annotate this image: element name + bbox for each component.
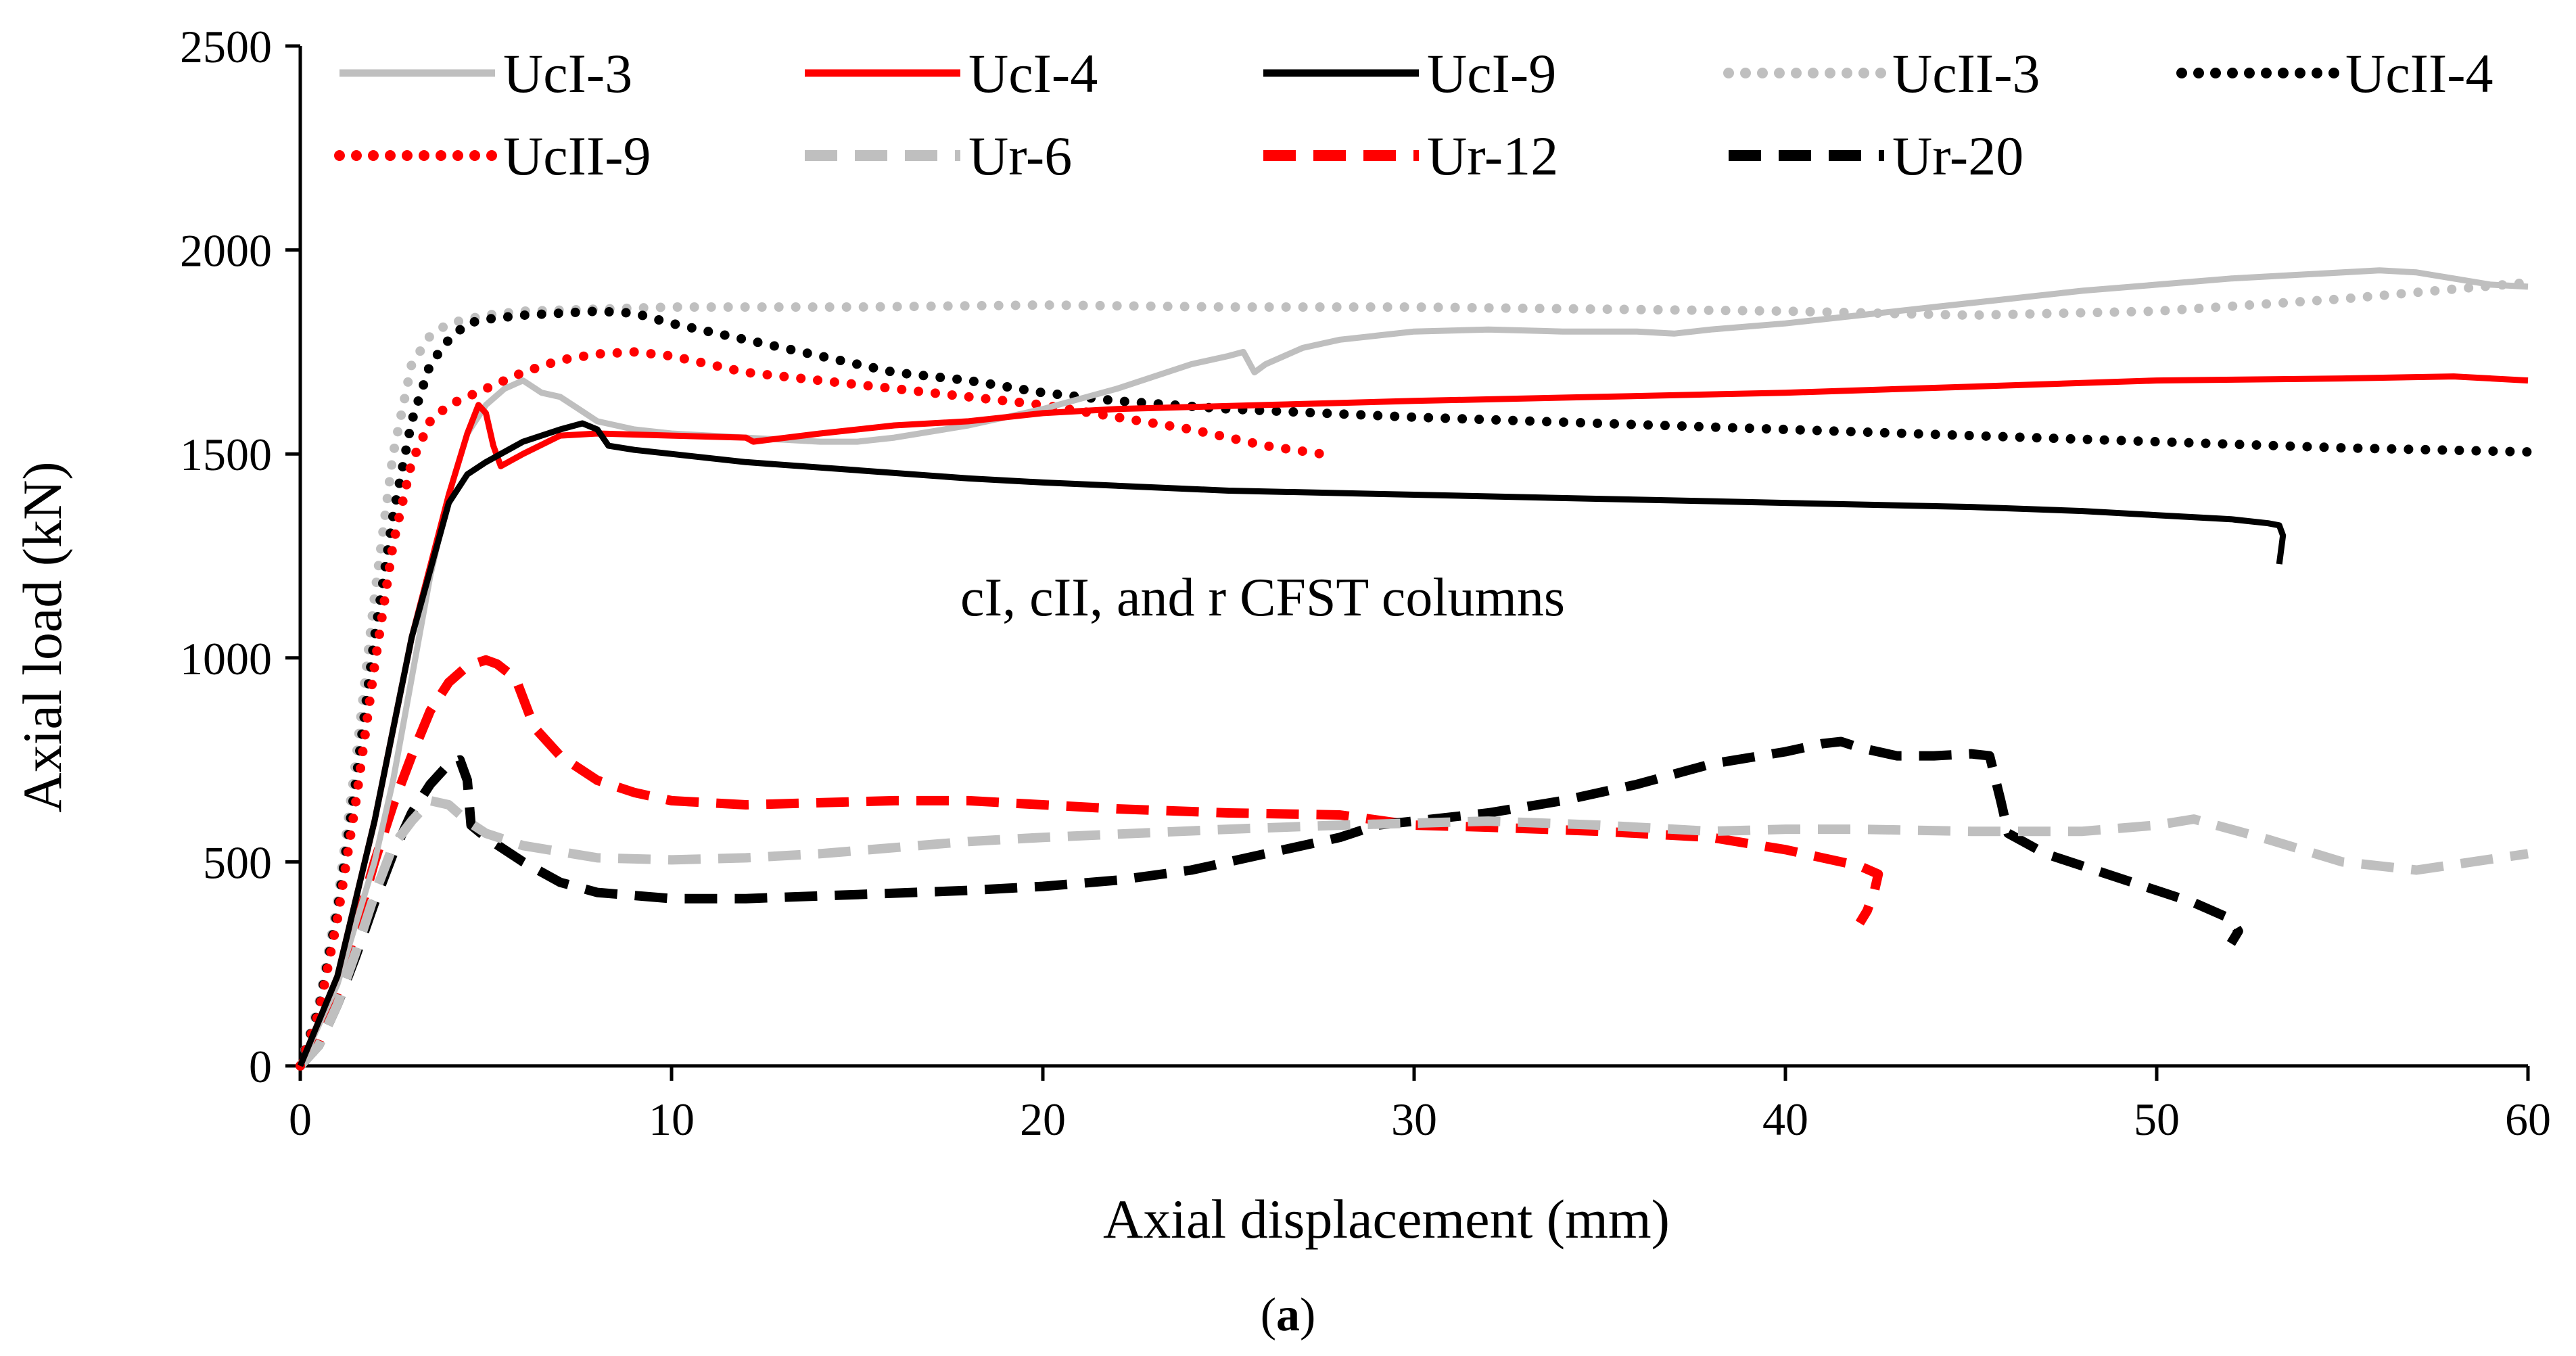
legend-label-ucii-4: UcII-4 bbox=[2345, 43, 2493, 104]
x-tick-label: 50 bbox=[2134, 1094, 2180, 1145]
legend-label-ur-12: Ur-12 bbox=[1427, 125, 1558, 187]
series-layer bbox=[296, 267, 2533, 1071]
chart-annotation: cI, cII, and r CFST columns bbox=[960, 568, 1565, 628]
x-tick-label: 60 bbox=[2505, 1094, 2551, 1145]
legend-label-ur-20: Ur-20 bbox=[1892, 125, 2023, 187]
panel-label-open: ( bbox=[1260, 1289, 1276, 1341]
legend-label-uci-9: UcI-9 bbox=[1427, 43, 1556, 104]
x-tick-label: 0 bbox=[289, 1094, 312, 1145]
panel-label: (a) bbox=[0, 1288, 2576, 1342]
series-ucii-4-line bbox=[296, 306, 2533, 1071]
series-ur-20-line bbox=[296, 737, 2243, 1069]
legend-label-ucii-9: UcII-9 bbox=[503, 125, 651, 187]
panel-label-close: ) bbox=[1300, 1289, 1316, 1341]
y-tick-label: 2000 bbox=[180, 225, 272, 277]
y-tick-label: 2500 bbox=[180, 21, 272, 72]
series-ucii-9-line bbox=[296, 347, 1326, 1071]
x-axis-title: Axial displacement (mm) bbox=[1103, 1188, 1670, 1250]
legend-label-ucii-3: UcII-3 bbox=[1892, 43, 2040, 104]
legend-label-ur-6: Ur-6 bbox=[968, 125, 1072, 187]
x-tick-label: 20 bbox=[1020, 1094, 1066, 1145]
legend-label-uci-3: UcI-3 bbox=[503, 43, 632, 104]
series-uci-9-line bbox=[297, 420, 2287, 1067]
y-tick-label: 1000 bbox=[180, 633, 272, 684]
series-uci-3-line bbox=[297, 267, 2529, 1067]
panel-label-letter: a bbox=[1276, 1289, 1300, 1341]
y-tick-label: 0 bbox=[249, 1041, 272, 1092]
y-tick-label: 1500 bbox=[180, 429, 272, 480]
series-ur-6-line bbox=[296, 795, 2529, 1069]
y-axis-title: Axial load (kN) bbox=[11, 461, 73, 812]
series-ur-12-line bbox=[296, 655, 1883, 1069]
legend: UcI-3 UcI-4 UcI-9 UcII-3 UcII-4 UcII-9 Ur-6 Ur-… bbox=[334, 43, 2493, 187]
legend-label-uci-4: UcI-4 bbox=[968, 43, 1098, 104]
series-uci-4-line bbox=[297, 373, 2529, 1067]
x-tick-label: 30 bbox=[1391, 1094, 1437, 1145]
x-tick-label: 10 bbox=[649, 1094, 695, 1145]
x-tick-label: 40 bbox=[1762, 1094, 1808, 1145]
y-tick-label: 500 bbox=[203, 837, 272, 888]
axes: 0 500 1000 1500 2000 2500 0 10 20 30 40 50 60 bbox=[180, 21, 2551, 1145]
